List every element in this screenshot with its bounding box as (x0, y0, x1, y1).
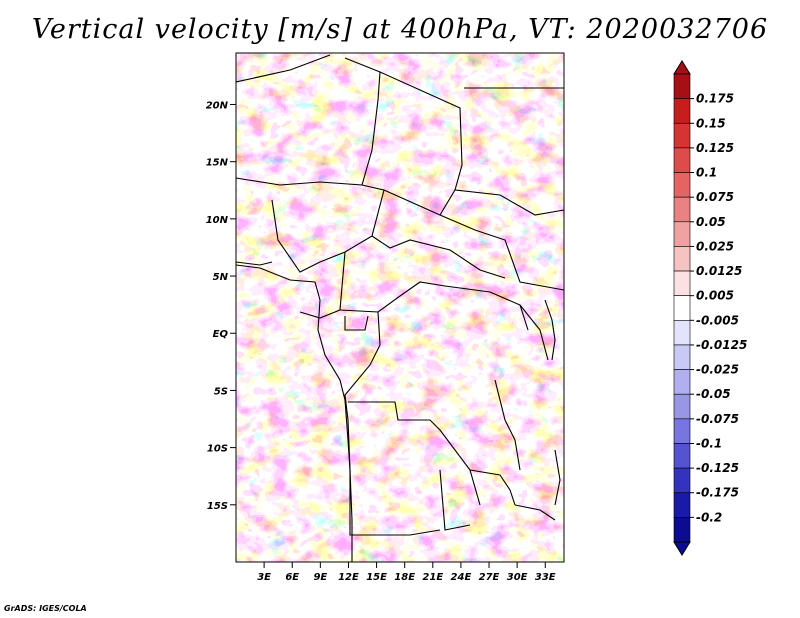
colorbar-segment (673, 122, 691, 149)
chart-title: Vertical velocity [m/s] at 400hPa, VT: 2… (31, 14, 769, 45)
colorbar-segment (673, 172, 691, 198)
country-borders (236, 54, 564, 536)
colorbar-segment (673, 344, 691, 370)
colorbar-segment (673, 246, 691, 272)
colorbar-label: 0.175 (696, 92, 734, 106)
lon-tick-label: 24E (451, 572, 472, 583)
colorbar-label: 0.005 (696, 289, 734, 303)
colorbar-label: 0.1 (696, 166, 717, 180)
lat-tick-label: 15N (206, 158, 229, 169)
colorbar-segment (673, 369, 691, 395)
lat-tick-label: 5S (214, 386, 228, 397)
colorbar-top-arrow (673, 60, 691, 75)
colorbar: 0.175 0.15 0.125 0.1 0.075 0.05 0.025 0.0125 0.0… (673, 60, 747, 556)
colorbar-segment (673, 270, 691, 296)
colorbar-segment (673, 320, 691, 346)
colorbar-segment (673, 295, 691, 321)
colorbar-label: 0.15 (696, 116, 726, 130)
colorbar-label: 0.0125 (696, 264, 742, 278)
lat-tick-label: EQ (213, 329, 229, 340)
lon-tick-label: 27E (479, 572, 500, 583)
grads-credit: GrADS: IGES/COLA (4, 604, 87, 613)
lon-tick-label: 3E (257, 572, 271, 583)
colorbar-segment (673, 98, 691, 124)
map-frame (235, 52, 565, 563)
colorbar-segment (673, 221, 691, 247)
lon-tick-label: 12E (338, 572, 359, 583)
lat-tick-label: 10N (206, 215, 229, 226)
colorbar-segment (673, 393, 691, 420)
longitude-axis: 3E 6E 9E 12E 15E 18E 21E 24E 27E 30E 33E (257, 562, 556, 583)
colorbar-segment (673, 418, 691, 444)
colorbar-label: 0.025 (696, 239, 734, 253)
colorbar-segment (673, 147, 691, 173)
colorbar-segment (673, 443, 691, 469)
lon-tick-label: 9E (313, 572, 327, 583)
colorbar-label: -0.2 (696, 510, 722, 524)
colorbar-label: 0.075 (696, 190, 734, 204)
latitude-axis: 20N 15N 10N 5N EQ 5S 10S 15S (206, 100, 236, 512)
colorbar-label: -0.0125 (696, 338, 747, 352)
colorbar-label: 0.125 (696, 141, 734, 155)
colorbar-segment (673, 467, 691, 494)
lon-tick-label: 6E (285, 572, 299, 583)
map-panel (236, 53, 564, 562)
lon-tick-label: 21E (422, 572, 443, 583)
colorbar-segment (673, 517, 691, 543)
colorbar-label: -0.05 (696, 387, 731, 401)
lon-tick-label: 33E (535, 572, 556, 583)
lat-tick-label: 5N (213, 272, 229, 283)
colorbar-label: -0.1 (696, 436, 722, 450)
lon-tick-label: 15E (366, 572, 387, 583)
colorbar-segment (673, 73, 691, 99)
lon-tick-label: 18E (394, 572, 415, 583)
colorbar-label: -0.075 (696, 412, 739, 426)
lat-tick-label: 10S (207, 444, 228, 455)
colorbar-label: -0.125 (696, 461, 739, 475)
lon-tick-label: 30E (507, 572, 528, 583)
coastline (236, 264, 353, 562)
lat-tick-label: 20N (206, 100, 229, 111)
colorbar-segment (673, 196, 691, 223)
colorbar-label: -0.025 (696, 363, 739, 377)
colorbar-bottom-arrow (673, 541, 691, 556)
velocity-field (236, 53, 564, 562)
colorbar-segment (673, 492, 691, 518)
colorbar-label: -0.175 (696, 486, 739, 500)
colorbar-label: 0.05 (696, 215, 726, 229)
lat-tick-label: 15S (207, 501, 228, 512)
colorbar-label: -0.005 (696, 313, 739, 327)
